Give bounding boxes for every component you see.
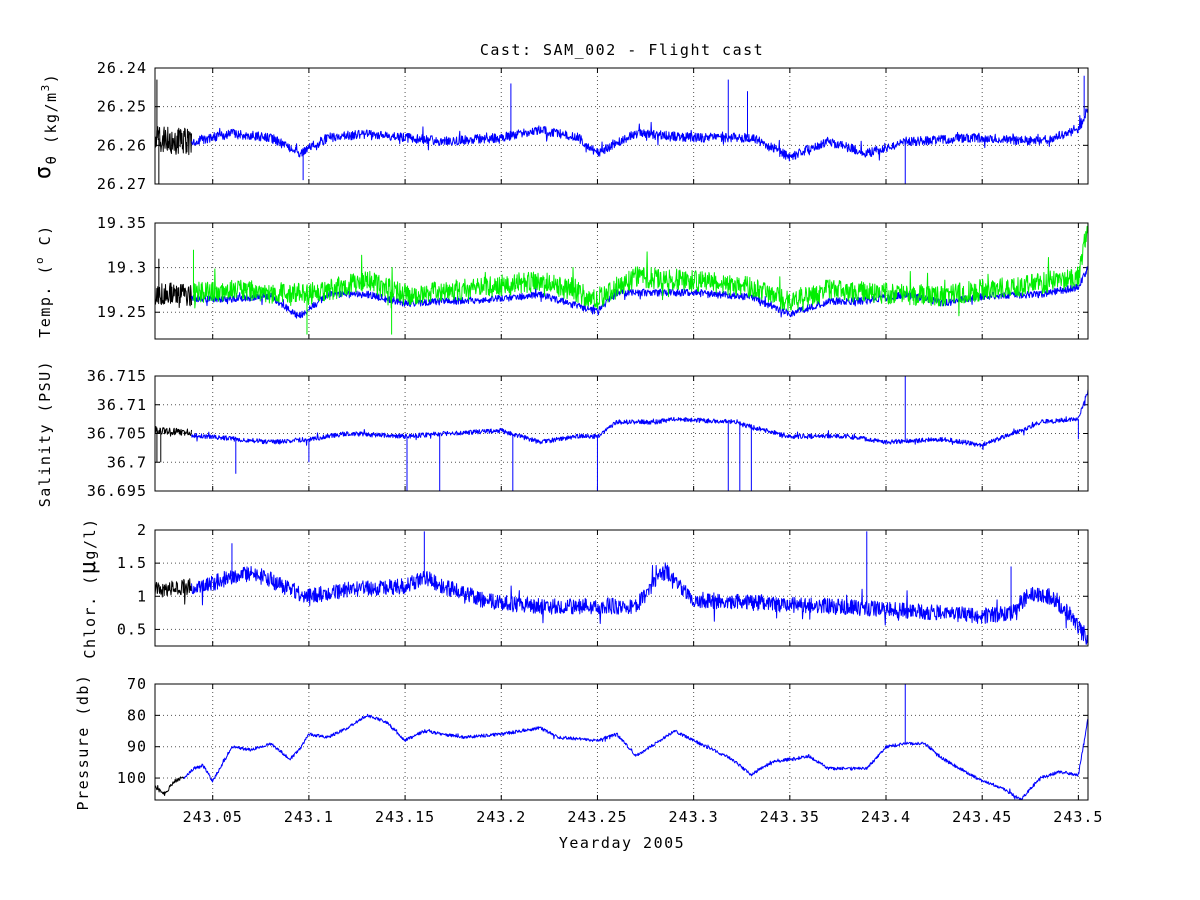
pressure-ytick-label-1: 80	[127, 706, 147, 724]
pressure-xtick-label-3: 243.2	[476, 808, 526, 826]
pressure-xtick-label-5: 243.3	[669, 808, 719, 826]
temperature-ytick-label-0: 19.25	[97, 303, 147, 321]
pressure-xtick-label-7: 243.4	[861, 808, 911, 826]
panel-salinity: 36.695 36.7 36.705 36.71 36.715 Salinity (PSU…	[36, 360, 1089, 507]
density-y-axis-label: σθ (kg/m3)	[31, 73, 60, 180]
chlorophyll-ytick-label-3: 2	[137, 521, 147, 539]
pressure-xtick-label-1: 243.1	[284, 808, 334, 826]
pressure-ytick-label-0: 70	[127, 675, 147, 693]
pressure-plot-area	[155, 684, 1088, 800]
panel-chlorophyll: 0.5 1 1.5 2 Chlor. (μg/l)	[76, 517, 1089, 659]
pressure-axes-frame	[154, 683, 1089, 801]
temperature-y-axis-label: Temp. (o C)	[33, 224, 54, 337]
pressure-xtick-label-2: 243.15	[375, 808, 435, 826]
chlorophyll-series-0-line	[155, 578, 193, 605]
pressure-series-0-line	[155, 776, 185, 796]
density-series-0-line	[155, 126, 193, 156]
pressure-xtick-label-6: 243.35	[760, 808, 820, 826]
density-ytick-label-2: 26.26	[97, 136, 147, 154]
chlorophyll-ytick-label-1: 1	[137, 587, 147, 605]
salinity-ytick-label-4: 36.715	[87, 367, 147, 385]
panel-pressure: 70 80 90 100 243.05 243.1 243.15 243.2 243.25 243…	[74, 674, 1103, 826]
salinity-ytick-label-3: 36.71	[97, 396, 147, 414]
panel-density: 26.24 26.25 26.26 26.27 σθ (kg/m3)	[31, 59, 1089, 193]
pressure-xtick-label-4: 243.25	[567, 808, 627, 826]
chlorophyll-series-1-line	[191, 562, 1088, 645]
density-ytick-label-1: 26.25	[97, 98, 147, 116]
salinity-ytick-label-2: 36.705	[87, 425, 147, 443]
pressure-xtick-label-0: 243.05	[183, 808, 243, 826]
pressure-xtick-label-8: 243.45	[952, 808, 1012, 826]
density-ytick-label-0: 26.24	[97, 59, 147, 77]
chlorophyll-ytick-label-2: 1.5	[117, 554, 147, 572]
pressure-y-axis-label: Pressure (db)	[74, 674, 92, 811]
salinity-plot-area	[155, 376, 1088, 491]
panel-temperature: 19.25 19.3 19.35 Temp. (o C)	[33, 214, 1089, 340]
chlorophyll-y-axis-label: Chlor. (μg/l)	[76, 517, 101, 658]
salinity-ytick-label-0: 36.695	[87, 482, 147, 500]
pressure-xtick-label-9: 243.5	[1053, 808, 1103, 826]
temperature-axes-frame	[154, 222, 1089, 340]
chlorophyll-ytick-label-0: 0.5	[117, 620, 147, 638]
temperature-ytick-label-1: 19.3	[107, 259, 147, 277]
chlorophyll-axes-frame	[154, 529, 1089, 647]
pressure-ytick-label-2: 90	[127, 738, 147, 756]
pressure-ytick-label-3: 100	[117, 769, 147, 787]
temperature-series-2-line	[192, 223, 1088, 317]
density-plot-area	[155, 68, 1088, 184]
x-axis-label: Yearday 2005	[559, 834, 685, 852]
salinity-y-axis-label: Salinity (PSU)	[36, 360, 54, 507]
pressure-series-1-line	[183, 713, 1088, 800]
density-axes-frame	[154, 67, 1089, 185]
salinity-ytick-label-1: 36.7	[107, 453, 147, 471]
density-series-1-line	[191, 108, 1088, 162]
chlorophyll-plot-area	[155, 530, 1088, 646]
temperature-ytick-label-2: 19.35	[97, 214, 147, 232]
density-ytick-label-3: 26.27	[97, 175, 147, 193]
figure-title: Cast: SAM_002 - Flight cast	[480, 41, 764, 59]
salinity-axes-frame	[154, 375, 1089, 492]
salinity-series-1-line	[191, 389, 1088, 450]
temperature-series-0-line	[155, 282, 193, 308]
